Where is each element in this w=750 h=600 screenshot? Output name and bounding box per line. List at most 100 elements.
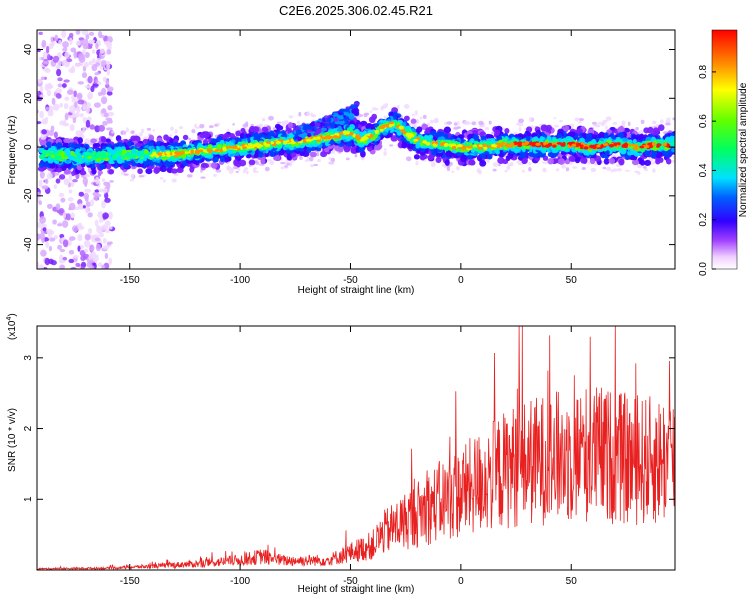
scatter-blob xyxy=(125,127,129,133)
ridge-blob xyxy=(260,158,266,165)
noise-blob xyxy=(53,131,58,139)
noise-blob xyxy=(73,90,77,98)
noise-blob xyxy=(107,111,114,117)
scatter-blob xyxy=(521,170,526,173)
ridge-blob xyxy=(159,145,166,151)
noise-blob xyxy=(61,220,69,228)
noise-blob xyxy=(64,51,70,58)
noise-blob xyxy=(45,45,50,54)
ridge-blob xyxy=(608,157,616,165)
scatter-blob xyxy=(492,162,499,167)
noise-blob xyxy=(57,244,63,250)
noise-blob xyxy=(103,187,108,194)
ridge-blob xyxy=(644,159,652,166)
scatter-blob xyxy=(578,117,584,122)
scatter-blob xyxy=(243,169,246,174)
ridge-blob xyxy=(316,146,322,152)
scatter-blob xyxy=(130,173,134,179)
noise-blob xyxy=(88,227,93,235)
noise-blob xyxy=(104,252,109,260)
noise-blob xyxy=(102,245,109,250)
noise-blob xyxy=(94,189,100,193)
noise-blob xyxy=(101,178,106,182)
noise-blob xyxy=(77,81,85,85)
ridge-blob xyxy=(479,154,486,159)
scatter-blob xyxy=(627,121,631,127)
noise-blob xyxy=(54,34,59,42)
noise-blob xyxy=(94,237,101,242)
scatter-blob xyxy=(471,121,477,126)
ridge-blob xyxy=(647,126,654,134)
noise-blob xyxy=(62,41,69,48)
noise-blob xyxy=(56,68,62,77)
scatter-blob xyxy=(298,111,302,117)
scatter-blob xyxy=(574,117,580,122)
noise-blob xyxy=(94,62,101,67)
noise-blob xyxy=(103,112,109,118)
ridge-blob xyxy=(425,127,431,134)
scatter-blob xyxy=(642,166,647,169)
noise-blob xyxy=(59,248,66,253)
scatter-blob xyxy=(422,114,427,119)
noise-blob xyxy=(88,31,95,36)
scatter-blob xyxy=(665,122,671,126)
scatter-blob xyxy=(152,129,156,132)
scatter-blob xyxy=(449,161,453,166)
noise-blob xyxy=(88,253,93,261)
noise-blob xyxy=(72,116,77,124)
scatter-blob xyxy=(640,119,645,125)
scatter-blob xyxy=(456,166,460,171)
noise-blob xyxy=(85,105,90,114)
scatter-blob xyxy=(638,130,645,134)
scatter-blob xyxy=(120,130,124,135)
noise-blob xyxy=(41,39,47,48)
ridge-blob xyxy=(639,159,646,166)
ridge-blob xyxy=(557,133,563,139)
noise-blob xyxy=(84,51,90,59)
scatter-blob xyxy=(108,135,113,140)
noise-blob xyxy=(53,234,58,240)
noise-blob xyxy=(98,188,105,193)
noise-blob xyxy=(85,201,91,208)
ridge-blob xyxy=(137,168,143,175)
scatter-blob xyxy=(605,166,612,172)
noise-blob xyxy=(38,31,43,36)
scatter-blob xyxy=(199,123,205,129)
noise-blob xyxy=(87,91,94,100)
ridge-blob xyxy=(55,167,63,173)
noise-blob xyxy=(68,249,75,255)
scatter-blob xyxy=(581,167,586,170)
noise-blob xyxy=(44,178,49,185)
noise-blob xyxy=(82,103,87,111)
scatter-blob xyxy=(451,170,455,174)
ridge-blob xyxy=(631,134,637,140)
scatter-blob xyxy=(383,148,387,151)
scatter-blob xyxy=(186,174,193,178)
ridge-blob xyxy=(480,135,487,142)
noise-blob xyxy=(83,61,89,68)
scatter-blob xyxy=(281,120,288,125)
noise-blob xyxy=(67,197,74,202)
ridge-blob xyxy=(299,150,305,157)
noise-blob xyxy=(75,262,81,267)
noise-blob xyxy=(73,255,79,259)
ridge-blob xyxy=(182,134,189,141)
noise-blob xyxy=(95,79,99,83)
noise-blob xyxy=(80,266,85,269)
ridge-blob xyxy=(253,136,259,141)
scatter-blob xyxy=(389,144,394,147)
noise-blob xyxy=(60,197,66,203)
noise-blob xyxy=(83,239,91,248)
noise-blob xyxy=(100,96,108,105)
noise-blob xyxy=(98,124,106,132)
ridge-blob xyxy=(186,155,192,160)
noise-blob xyxy=(101,264,106,269)
noise-blob xyxy=(89,124,95,130)
scatter-blob xyxy=(457,121,460,126)
noise-blob xyxy=(92,58,96,64)
scatter-blob xyxy=(498,163,501,167)
noise-blob xyxy=(68,115,76,119)
noise-blob xyxy=(50,36,55,43)
noise-blob xyxy=(70,212,75,219)
